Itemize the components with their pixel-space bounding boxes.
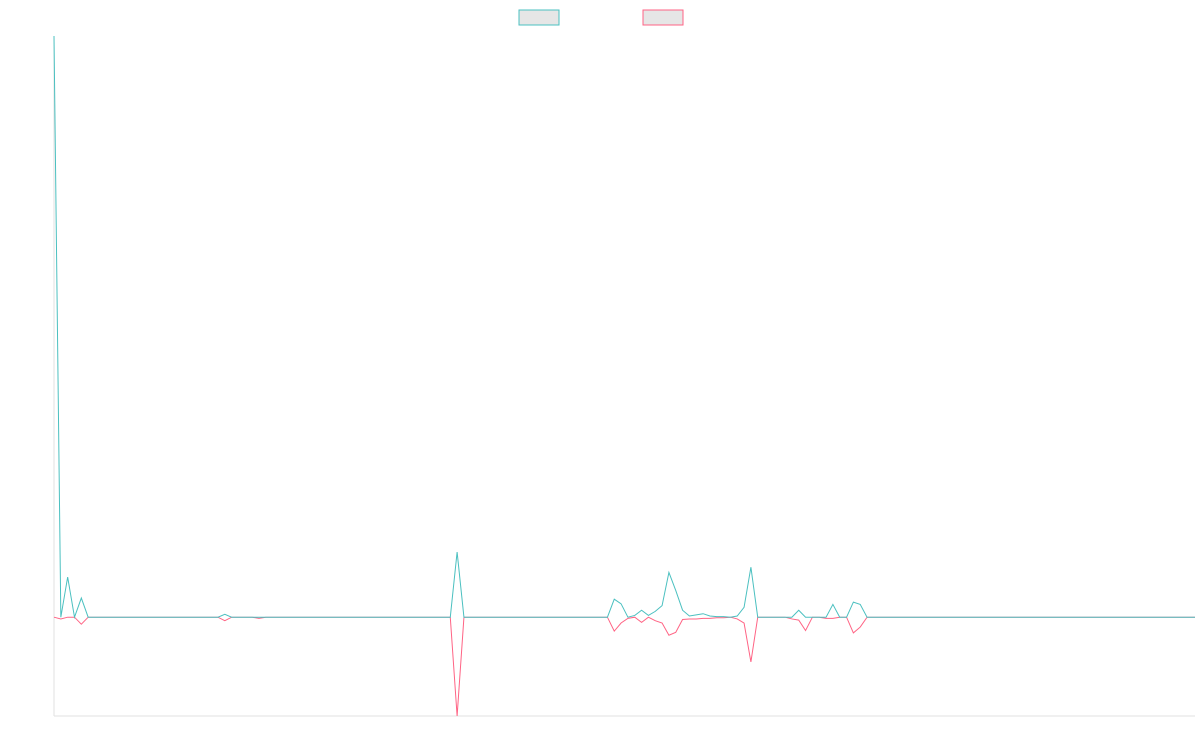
data-line — [53, 35, 1195, 620]
data-line — [53, 616, 1195, 717]
legend-swatch — [642, 9, 684, 26]
legend-swatch — [518, 9, 560, 26]
